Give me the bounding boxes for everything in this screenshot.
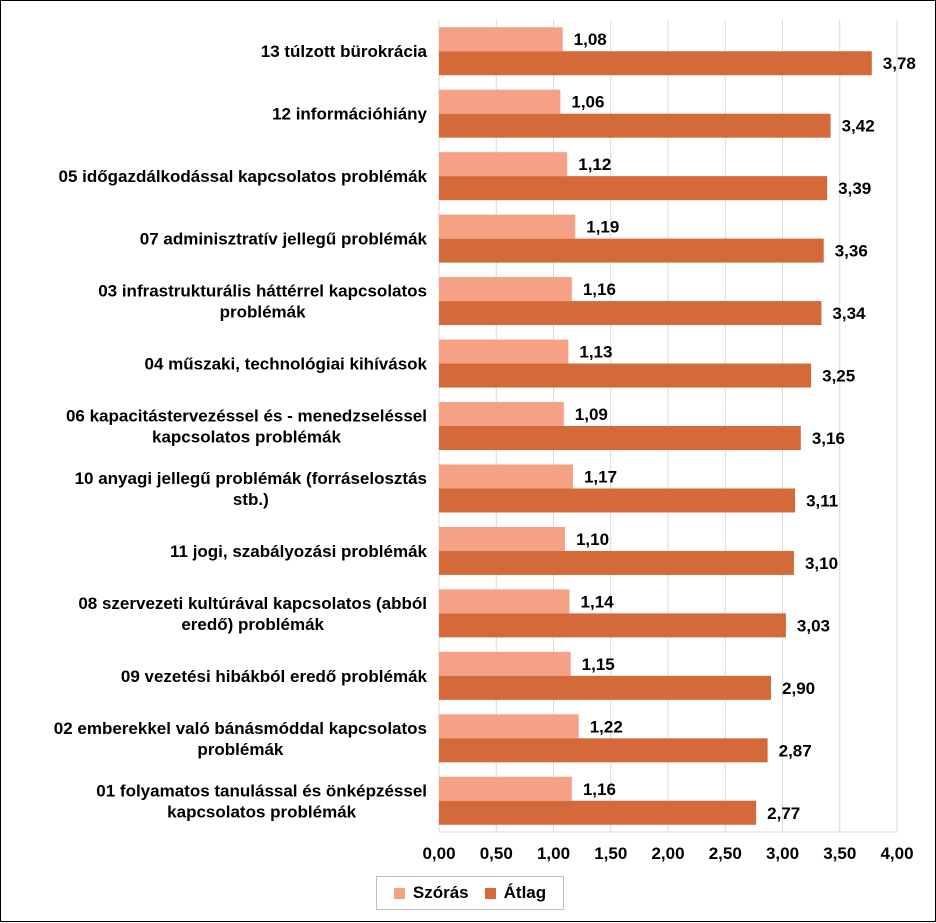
data-label-atlag: 2,77 bbox=[767, 804, 800, 823]
data-label-szoras: 1,13 bbox=[579, 343, 612, 362]
bar-szoras bbox=[439, 589, 570, 614]
category-label: 06 kapacitástervezéssel és - menedzselés… bbox=[66, 407, 427, 447]
legend: Szórás Átlag bbox=[376, 876, 564, 910]
bar-szoras bbox=[439, 651, 571, 676]
category-label: 08 szervezeti kultúrával kapcsolatos (ab… bbox=[78, 594, 427, 634]
bar-atlag bbox=[439, 488, 796, 513]
x-tick-label: 1,50 bbox=[594, 844, 627, 863]
data-label-atlag: 3,34 bbox=[832, 304, 866, 323]
bar-szoras bbox=[439, 339, 569, 364]
data-label-atlag: 3,78 bbox=[883, 54, 916, 73]
x-tick-label: 3,50 bbox=[823, 844, 856, 863]
bar-atlag bbox=[439, 675, 772, 700]
data-label-szoras: 1,16 bbox=[583, 780, 616, 799]
data-label-atlag: 2,87 bbox=[779, 741, 812, 760]
bar-szoras bbox=[439, 277, 572, 302]
category-label: 09 vezetési hibákból eredő problémák bbox=[121, 667, 428, 686]
bar-atlag bbox=[439, 800, 757, 825]
bar-szoras bbox=[439, 776, 572, 801]
x-tick-label: 3,00 bbox=[766, 844, 799, 863]
bar-atlag bbox=[439, 363, 812, 388]
bar-szoras bbox=[439, 402, 564, 426]
bar-atlag bbox=[439, 51, 872, 76]
legend-item-szoras: Szórás bbox=[393, 883, 469, 903]
category-label: 03 infrastrukturális háttérrel kapcsolat… bbox=[98, 282, 427, 322]
data-label-atlag: 3,16 bbox=[812, 429, 845, 448]
category-label: 04 műszaki, technológiai kihívások bbox=[145, 355, 428, 374]
bar-atlag bbox=[439, 113, 831, 138]
x-tick-label: 4,00 bbox=[880, 844, 913, 863]
data-label-szoras: 1,16 bbox=[583, 280, 616, 299]
data-label-atlag: 3,42 bbox=[842, 117, 875, 136]
category-label: 12 információhiány bbox=[272, 105, 427, 124]
bar-szoras bbox=[439, 214, 576, 239]
data-label-szoras: 1,09 bbox=[575, 405, 608, 424]
data-label-atlag: 3,11 bbox=[806, 491, 838, 510]
data-label-szoras: 1,12 bbox=[578, 155, 611, 174]
x-tick-label: 2,50 bbox=[709, 844, 742, 863]
x-tick-label: 0,50 bbox=[480, 844, 513, 863]
bar-szoras bbox=[439, 526, 565, 551]
data-label-atlag: 3,36 bbox=[835, 242, 868, 261]
bar-szoras bbox=[439, 27, 563, 52]
data-label-atlag: 3,25 bbox=[822, 367, 855, 386]
bar-atlag bbox=[439, 301, 822, 326]
legend-label-szoras: Szórás bbox=[412, 883, 469, 902]
data-label-szoras: 1,17 bbox=[584, 467, 617, 486]
bar-atlag bbox=[439, 426, 801, 450]
data-label-szoras: 1,06 bbox=[571, 93, 604, 112]
category-label: 05 időgazdálkodással kapcsolatos problém… bbox=[59, 167, 428, 186]
bar-szoras bbox=[439, 152, 568, 177]
category-label: 02 emberekkel való bánásmóddal kapcsolat… bbox=[54, 719, 427, 759]
data-label-szoras: 1,14 bbox=[581, 592, 615, 611]
category-label: 01 folyamatos tanulással és önképzéssel k… bbox=[96, 781, 427, 821]
category-label: 11 jogi, szabályozási problémák bbox=[170, 542, 428, 561]
data-label-szoras: 1,22 bbox=[590, 717, 623, 736]
data-label-atlag: 3,10 bbox=[805, 554, 838, 573]
bar-szoras bbox=[439, 89, 561, 114]
legend-swatch-atlag bbox=[484, 887, 496, 899]
data-label-atlag: 3,03 bbox=[797, 616, 830, 635]
bar-atlag bbox=[439, 738, 768, 763]
x-tick-label: 1,00 bbox=[537, 844, 570, 863]
legend-item-atlag: Átlag bbox=[484, 883, 547, 903]
data-label-szoras: 1,08 bbox=[574, 30, 607, 49]
bar-szoras bbox=[439, 714, 579, 739]
data-label-szoras: 1,10 bbox=[576, 530, 609, 549]
legend-swatch-szoras bbox=[393, 887, 405, 899]
bar-atlag bbox=[439, 613, 786, 638]
bar-atlag bbox=[439, 176, 828, 201]
x-tick-label: 0,00 bbox=[422, 844, 455, 863]
category-label: 10 anyagi jellegű problémák (forráselosz… bbox=[75, 469, 427, 509]
legend-label-atlag: Átlag bbox=[503, 883, 547, 902]
bar-atlag bbox=[439, 550, 794, 575]
data-label-szoras: 1,15 bbox=[582, 655, 615, 674]
data-label-szoras: 1,19 bbox=[586, 218, 619, 237]
data-label-atlag: 3,39 bbox=[838, 179, 871, 198]
category-label: 13 túlzott bürokrácia bbox=[261, 42, 428, 61]
category-label: 07 adminisztratív jellegű problémák bbox=[140, 230, 428, 249]
x-tick-label: 2,00 bbox=[651, 844, 684, 863]
bar-szoras bbox=[439, 464, 573, 489]
data-label-atlag: 2,90 bbox=[782, 679, 815, 698]
bar-atlag bbox=[439, 238, 824, 263]
